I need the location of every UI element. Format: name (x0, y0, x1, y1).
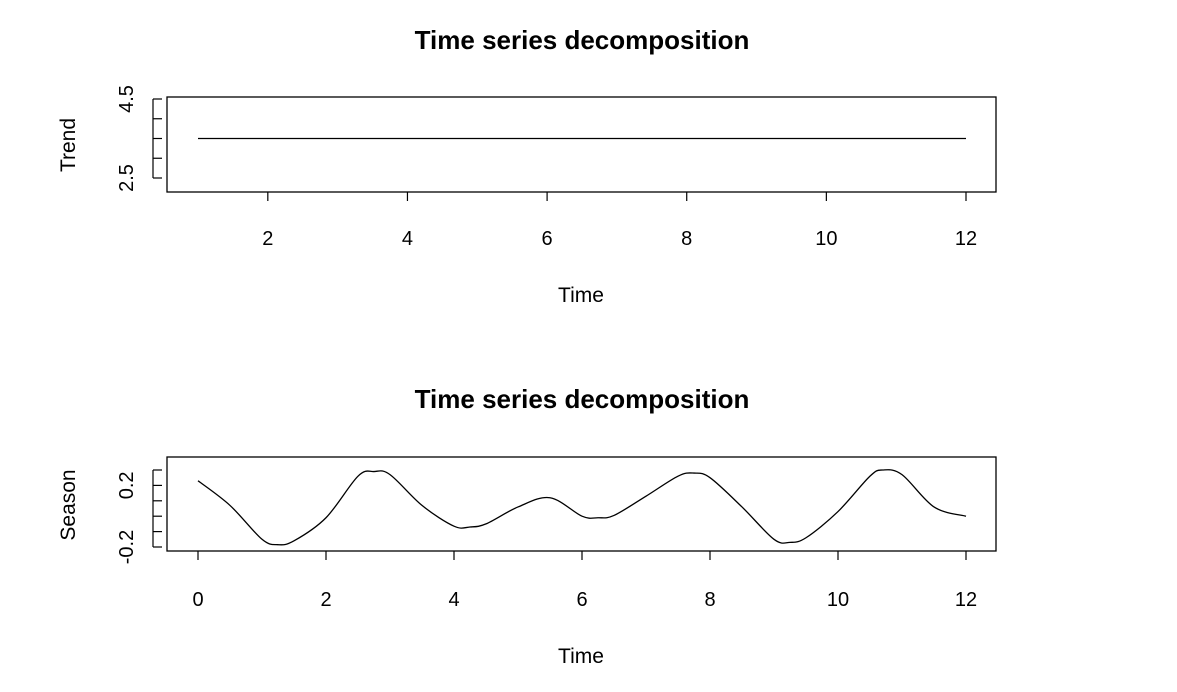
season-x-tick-label: 10 (827, 589, 849, 611)
season-series-line (197, 469, 967, 546)
season-x-tick-label: 4 (448, 589, 459, 611)
season-marks: 0 2 4 6 8 10 12 -0.2 0.2 (116, 469, 977, 611)
trend-x-tick-label: 6 (542, 228, 553, 250)
trend-chart-title: Time series decomposition (415, 25, 750, 55)
season-x-tick-label: 12 (955, 589, 977, 611)
trend-y-tick-label: 2.5 (116, 164, 138, 192)
trend-marks: 2 4 6 8 10 12 2.5 4.5 (116, 85, 977, 250)
trend-x-tick-label: 4 (402, 228, 413, 250)
trend-y-axis-label: Trend (57, 118, 80, 172)
season-panel: Time series decomposition 0 2 4 6 8 10 12-0.20… (57, 384, 997, 668)
trend-plot-box (166, 96, 997, 193)
season-x-tick-label: 0 (192, 589, 203, 611)
trend-x-axis-label: Time (558, 284, 604, 307)
trend-panel: Time series decomposition 2 4 6 8 10 12 2.5 4.5… (57, 25, 997, 307)
season-x-tick-label: 2 (320, 589, 331, 611)
season-y-tick-label: -0.2 (116, 530, 138, 564)
trend-x-tick-label: 12 (955, 228, 977, 250)
season-plot-box (166, 456, 997, 552)
season-chart-title: Time series decomposition (415, 384, 750, 414)
season-x-tick-label: 6 (576, 589, 587, 611)
trend-x-tick-label: 2 (262, 228, 273, 250)
season-y-axis-label: Season (57, 469, 80, 540)
season-x-axis-label: Time (558, 645, 604, 668)
trend-y-tick-label: 4.5 (116, 85, 138, 113)
season-x-tick-label: 8 (704, 589, 715, 611)
trend-x-tick-label: 10 (815, 228, 837, 250)
trend-x-tick-label: 8 (681, 228, 692, 250)
season-y-tick-label: 0.2 (116, 471, 138, 499)
